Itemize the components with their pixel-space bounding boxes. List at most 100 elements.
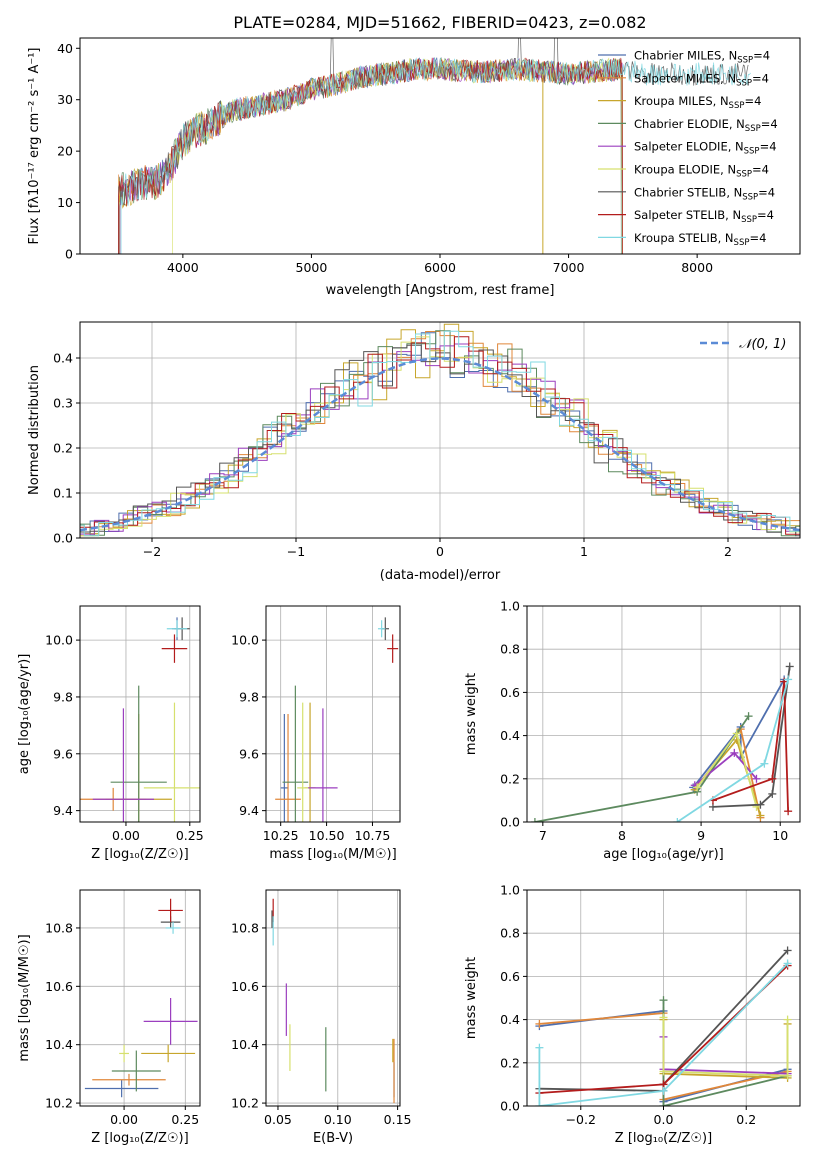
y-tick-label: 0.1 — [53, 486, 73, 501]
y-tick-label: 10 — [57, 195, 73, 210]
x-tick-label: 10.25 — [263, 828, 299, 843]
legend-subscript: SSP — [742, 192, 758, 202]
plot-frame — [526, 605, 801, 823]
age-vs-metallicity-ylabel: age [log₁₀(age/yr)] — [17, 654, 32, 775]
weight-vs-metallicity-ylabel: mass weight — [464, 957, 479, 1039]
legend-value: =4 — [760, 140, 777, 154]
x-tick-label: 9 — [697, 828, 705, 843]
weight-series — [662, 1036, 788, 1075]
x-tick-label: 0.10 — [324, 1112, 352, 1127]
weight-series — [662, 1000, 788, 1106]
y-tick-label: 9.6 — [53, 746, 73, 761]
legend-value: =4 — [749, 231, 766, 245]
x-tick-label: 2 — [724, 544, 732, 559]
normal-curve — [80, 357, 800, 532]
y-tick-label: 10.8 — [231, 920, 259, 935]
weight-vs-metallicity-xlabel: Z [log₁₀(Z/Z☉)] — [615, 1131, 712, 1146]
y-tick-label: 10.4 — [231, 1037, 259, 1052]
y-tick-label: 1.0 — [500, 599, 520, 614]
x-tick-label: 7 — [539, 828, 547, 843]
x-tick-label: 0.00 — [110, 1112, 138, 1127]
weight-lines — [530, 662, 794, 822]
normal-legend-label: 𝒩(0, 1) — [739, 337, 786, 352]
x-tick-label: 0.00 — [112, 828, 140, 843]
x-tick-label: 8 — [618, 828, 626, 843]
weight-vs-age-xlabel: age [log₁₀(age/yr)] — [603, 847, 724, 862]
spectrum-xlabel: wavelength [Angstrom, rest frame] — [326, 283, 555, 298]
y-tick-label: 0.0 — [500, 815, 520, 830]
y-tick-label: 0 — [65, 247, 73, 262]
y-tick-label: 9.8 — [239, 689, 259, 704]
mass-vs-metallicity-xlabel: Z [log₁₀(Z/Z☉)] — [91, 1131, 188, 1146]
y-tick-label: 10.8 — [45, 920, 73, 935]
spectrum-ylabel: Flux [fλ10⁻¹⁷ erg cm⁻² s⁻¹ A⁻¹] — [27, 48, 42, 245]
x-tick-label: 10 — [772, 828, 788, 843]
histograms — [80, 323, 800, 537]
y-tick-label: 1.0 — [500, 883, 520, 898]
spectrum-panel: 4000 5000 6000 7000 8000 0 10 20 30 40 wavelength… — [27, 37, 801, 298]
spectrum-series — [172, 57, 623, 254]
x-tick-label: 0.15 — [384, 1112, 412, 1127]
x-tick-label: 0.2 — [736, 1112, 756, 1127]
plot-frame — [526, 889, 801, 1107]
y-tick-label: 0.0 — [500, 1099, 520, 1114]
spectrum-series — [119, 57, 622, 254]
legend-label: Chabrier STELIB, NSSP=4 — [634, 185, 775, 202]
weight-series — [538, 962, 789, 1106]
legend-value: =4 — [761, 117, 778, 131]
x-tick-label: 0.25 — [171, 1112, 199, 1127]
x-tick-label: 1 — [580, 544, 588, 559]
x-tick-label: 10.75 — [355, 828, 391, 843]
plot-frame — [265, 889, 401, 1107]
weight-series — [662, 1017, 789, 1077]
legend-label: Salpeter MILES, NSSP=4 — [634, 71, 769, 88]
y-tick-label: 30 — [57, 92, 73, 107]
spectrum-series — [120, 57, 751, 254]
mass-vs-metallicity-ylabel: mass [log₁₀(M/M☉)] — [17, 934, 32, 1061]
y-tick-label: 0.2 — [53, 441, 73, 456]
histogram-series — [80, 336, 800, 537]
y-tick-label: 10.6 — [231, 979, 259, 994]
residuals-xlabel: (data-model)/error — [380, 568, 501, 583]
weight-vs-age-ylabel: mass weight — [464, 673, 479, 755]
legend-subscript: SSP — [737, 56, 753, 66]
y-tick-label: 0.8 — [500, 642, 520, 657]
legend-subscript: SSP — [741, 215, 757, 225]
legend-label: Kroupa ELODIE, NSSP=4 — [634, 163, 769, 180]
y-tick-label: 10.2 — [45, 1096, 73, 1111]
legend-value: =4 — [744, 94, 761, 108]
legend-label: Chabrier ELODIE, NSSP=4 — [634, 117, 778, 134]
y-tick-label: 10.6 — [45, 979, 73, 994]
age-vs-mass-xlabel: mass [log₁₀(M/M☉)] — [269, 847, 396, 862]
legend-subscript: SSP — [734, 238, 750, 248]
y-tick-label: 9.6 — [239, 746, 259, 761]
error-bars — [84, 898, 198, 1098]
y-tick-label: 0.2 — [500, 1055, 520, 1070]
age-vs-mass-panel: 10.25 10.50 10.75 9.4 9.6 9.8 10.0 mass [log₁₀(… — [231, 605, 401, 862]
plot-frame — [79, 889, 201, 1107]
y-tick-label: 10.4 — [45, 1037, 73, 1052]
x-tick-label: 5000 — [296, 260, 328, 275]
weight-series — [712, 681, 789, 812]
histogram-series — [80, 332, 800, 535]
spectrum-series — [118, 57, 623, 254]
y-tick-label: 0.4 — [500, 728, 520, 743]
spectrum-series — [119, 57, 623, 254]
plot-frame — [79, 605, 201, 823]
legend-subscript: SSP — [744, 147, 760, 157]
y-tick-label: 0.4 — [500, 1012, 520, 1027]
mass-vs-metallicity-panel: 0.00 0.25 10.2 10.4 10.6 10.8 Z [log₁₀(Z/Z☉)] m… — [17, 889, 201, 1146]
y-tick-label: 10.0 — [45, 633, 73, 648]
y-tick-label: 0.6 — [500, 685, 520, 700]
histogram-series — [80, 344, 800, 537]
weight-series — [692, 678, 785, 788]
age-vs-metallicity-panel: 0.00 0.25 9.4 9.6 9.8 10.0 Z [log₁₀(Z/Z☉)] age … — [17, 605, 204, 862]
y-tick-label: 10.2 — [231, 1096, 259, 1111]
histogram-series — [80, 330, 800, 537]
x-tick-label: 0.0 — [654, 1112, 674, 1127]
error-bars — [275, 617, 399, 822]
x-tick-label: 0.25 — [176, 828, 204, 843]
x-tick-label: 10.50 — [309, 828, 345, 843]
x-tick-label: 0 — [436, 544, 444, 559]
